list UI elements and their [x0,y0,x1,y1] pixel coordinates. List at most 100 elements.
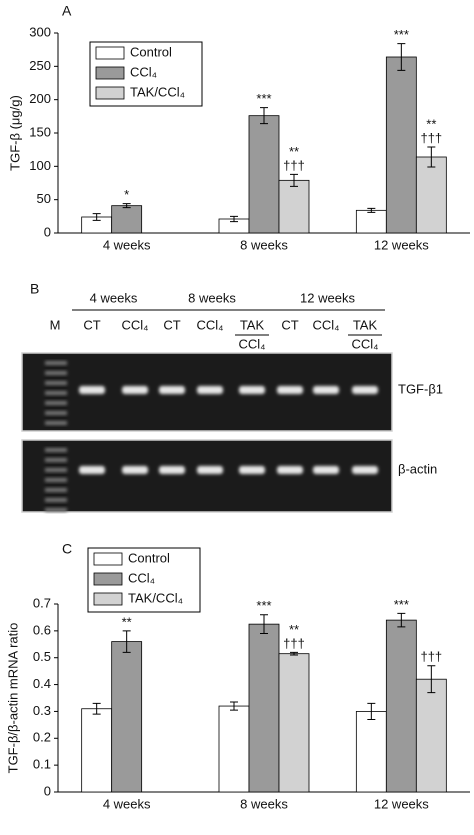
bar [81,708,113,793]
significance-label: *** [394,597,409,612]
bar [355,711,387,793]
gel-band [352,466,378,474]
significance-label: * [124,187,129,202]
y-axis-label: TGF-β (μg/g) [7,95,22,171]
lane-label: CT [83,317,100,332]
error-bar [92,702,101,715]
y-tick-label: 0 [44,224,51,239]
lane-label: CCl₄ [352,336,379,351]
x-tick-label: 12 weeks [374,237,429,252]
legend-swatch [95,86,125,100]
lane-label: TAK [240,317,265,332]
legend-swatch [93,572,123,586]
y-tick-label: 300 [29,24,51,39]
y-tick-label: 0.6 [33,622,51,637]
bar [111,205,143,234]
bar [385,56,417,234]
gel-band [79,466,105,474]
group-label: 8 weeks [188,290,236,305]
bar [218,705,250,793]
significance-label: *** [256,598,271,613]
bar [355,209,387,234]
y-tick-label: 0.7 [33,595,51,610]
gel-band [159,466,185,474]
x-tick-label: 4 weeks [103,796,151,811]
lane-label: TAK [353,317,378,332]
panel-label: B [30,281,39,297]
bar [248,623,280,793]
y-tick-label: 0.1 [33,757,51,772]
significance-label: ††† [420,130,442,145]
legend-label: TAK/CCl₄ [130,84,185,99]
gel-band [122,386,148,394]
legend-swatch [93,552,123,566]
error-bar [230,701,238,711]
bar [248,115,280,234]
marker-band [45,508,67,512]
error-bar [260,107,268,125]
y-tick-label: 150 [29,124,51,139]
significance-label: ** [426,116,436,131]
group-label: 4 weeks [90,290,138,305]
marker-band [45,478,67,482]
significance-label: ††† [283,158,305,173]
error-bar [367,207,376,213]
significance-label: ** [289,622,299,637]
error-bar [260,614,268,635]
x-tick-label: 4 weeks [103,237,151,252]
y-axis-label: TGF-β/β-actin mRNA ratio [5,623,20,774]
bar [111,641,143,793]
y-tick-label: 0 [44,783,51,798]
marker-band [45,448,67,452]
lane-label: CCl₄ [122,317,149,332]
y-tick-label: 0.4 [33,676,51,691]
gel-band [197,466,223,474]
significance-label: ††† [283,636,305,651]
bar [415,678,447,793]
gel-band [159,386,185,394]
error-bar [122,203,131,209]
legend-swatch [93,592,123,606]
y-tick-label: 50 [37,191,51,206]
legend-label: Control [130,44,172,59]
gel-band [79,386,105,394]
x-tick-label: 8 weeks [240,796,288,811]
gel-image [21,439,393,513]
error-bar [397,612,406,628]
lane-label: CT [281,317,298,332]
lane-label: CT [163,317,180,332]
marker-band [45,371,67,375]
gel-band [277,466,303,474]
legend-label: CCl₄ [128,570,155,585]
error-bar [367,702,376,720]
group-label: 12 weeks [300,290,355,305]
gel-band [122,466,148,474]
gel-band [352,386,378,394]
marker-band [45,401,67,405]
error-bar [290,651,298,656]
lane-label: CCl₄ [313,317,340,332]
marker-band [45,361,67,365]
y-tick-label: 100 [29,158,51,173]
marker-band [45,458,67,462]
marker-band [45,421,67,425]
bar [278,179,310,234]
gel-band [197,386,223,394]
error-bar [92,213,101,221]
marker-band [45,391,67,395]
error-bar [427,146,436,168]
x-tick-label: 8 weeks [240,237,288,252]
legend-swatch [95,46,125,60]
panel-label: A [62,3,72,19]
y-tick-label: 0.5 [33,649,51,664]
gel-band [277,386,303,394]
gel-band [313,466,339,474]
legend-swatch [95,66,125,80]
legend-label: TAK/CCl₄ [128,590,183,605]
row-label: β-actin [398,461,437,476]
significance-label: ** [289,144,299,159]
lane-label: CCl₄ [239,336,266,351]
marker-band [45,381,67,385]
gel-band [313,386,339,394]
